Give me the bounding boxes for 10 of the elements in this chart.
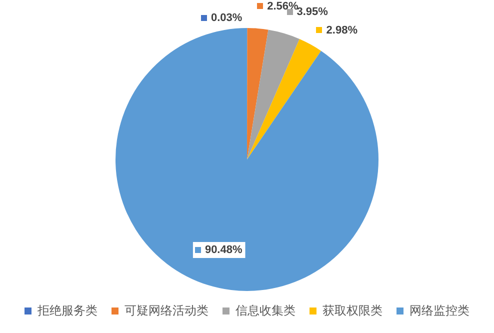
data-label: 3.95%	[296, 6, 328, 18]
legend-label: 信息收集类	[236, 303, 296, 318]
data-label: 2.56%	[267, 0, 299, 13]
data-label: 90.48%	[204, 244, 242, 256]
legend-label: 可疑网络活动类	[124, 303, 208, 318]
legend-label: 网络监控类	[410, 303, 470, 318]
legend-label: 拒绝服务类	[36, 303, 98, 318]
data-label: 0.03%	[210, 12, 242, 24]
data-label: 2.98%	[326, 24, 358, 36]
legend-label: 获取权限类	[322, 303, 382, 318]
